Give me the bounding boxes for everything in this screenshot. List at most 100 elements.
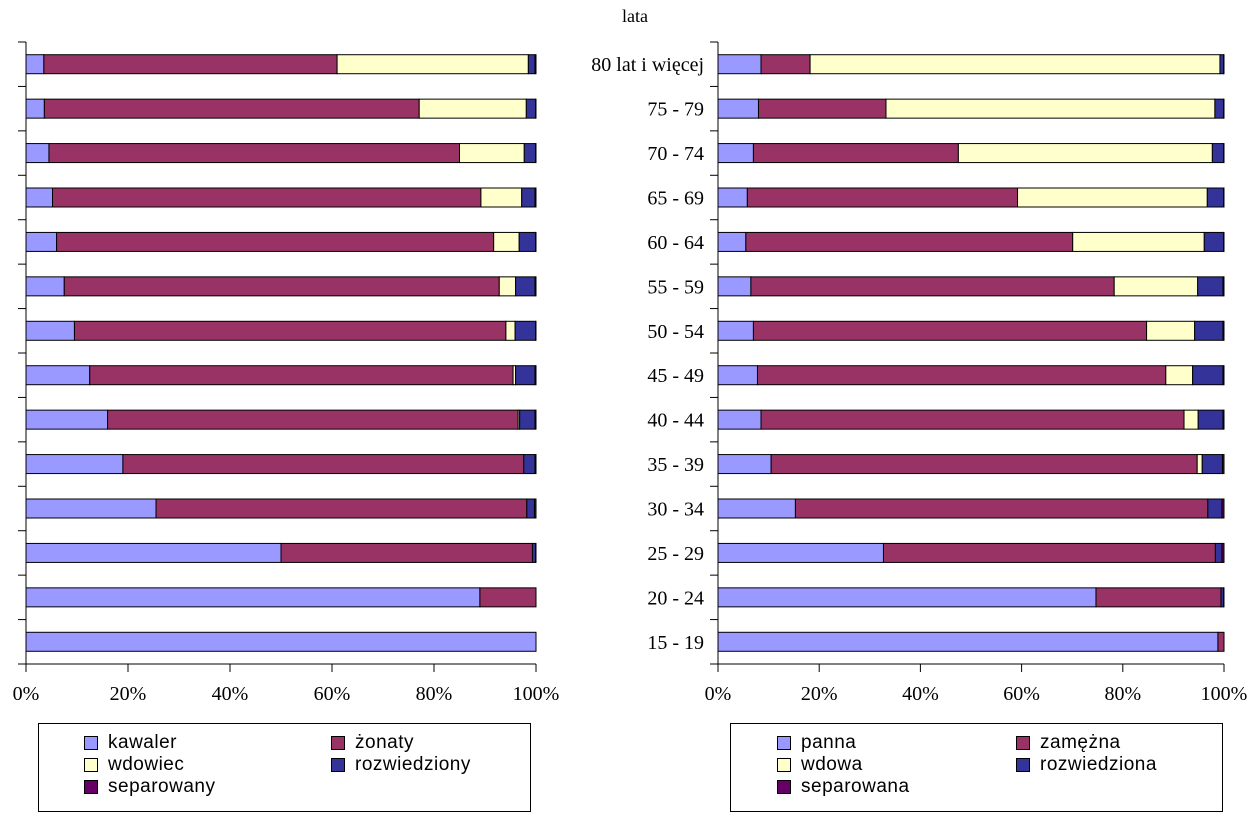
legend-swatch bbox=[777, 736, 791, 750]
category-label: 25 - 29 bbox=[647, 543, 704, 565]
legend-swatch bbox=[84, 780, 98, 794]
bar-segment bbox=[1165, 365, 1194, 386]
bar-segment bbox=[1197, 276, 1224, 297]
bar-segment bbox=[25, 409, 109, 430]
bar-segment bbox=[1146, 320, 1196, 341]
bar-segment bbox=[1222, 54, 1225, 75]
bar-segment bbox=[1222, 276, 1225, 297]
category-label: 30 - 34 bbox=[647, 499, 704, 521]
bar-segment bbox=[534, 365, 537, 386]
bar-segment bbox=[25, 542, 282, 563]
bar-segment bbox=[534, 143, 537, 164]
bar-segment bbox=[717, 143, 754, 164]
legend-label: separowana bbox=[801, 776, 910, 797]
x-tick-label: 80% bbox=[1104, 683, 1141, 705]
bar-segment bbox=[52, 187, 482, 208]
bar-segment bbox=[1207, 498, 1223, 519]
x-tick-label: 40% bbox=[212, 683, 249, 705]
bar-segment bbox=[25, 365, 91, 386]
bar-segment bbox=[757, 98, 887, 119]
bar-segment bbox=[493, 231, 520, 252]
legend-label: rozwiedziony bbox=[355, 754, 471, 775]
bar-segment bbox=[1206, 187, 1224, 208]
bar-segment bbox=[1197, 409, 1224, 430]
x-tick-label: 100% bbox=[1201, 683, 1248, 705]
bar-segment bbox=[809, 54, 1221, 75]
bar-segment bbox=[717, 320, 754, 341]
bar-segment bbox=[1072, 231, 1205, 252]
bar-segment bbox=[717, 365, 758, 386]
legend-swatch bbox=[1016, 758, 1030, 772]
bar-segment bbox=[1222, 98, 1225, 119]
bar-segment bbox=[418, 98, 527, 119]
chart-1: 0% 20% 40% 60% 80% 100% 15 - 19 20 - 24 25 - 29 3… bbox=[591, 6, 1247, 705]
legend-item: kawaler bbox=[84, 732, 177, 754]
bar-segment bbox=[534, 98, 537, 119]
bar-segment bbox=[534, 54, 537, 75]
bar-segment bbox=[534, 187, 537, 208]
bar-segment bbox=[43, 98, 420, 119]
bar-segment bbox=[885, 98, 1216, 119]
legend-swatch bbox=[777, 780, 791, 794]
legend-item: separowana bbox=[777, 776, 910, 798]
legend-item: wdowiec bbox=[84, 754, 184, 776]
bar-segment bbox=[534, 542, 537, 563]
category-label: 40 - 44 bbox=[647, 410, 704, 432]
bar-segment bbox=[1217, 631, 1225, 652]
bar-segment bbox=[882, 542, 1216, 563]
bar-segment bbox=[25, 454, 124, 475]
category-label: 35 - 39 bbox=[647, 454, 704, 476]
bar-segment bbox=[25, 320, 75, 341]
x-tick-label: 60% bbox=[1003, 683, 1040, 705]
legend-swatch bbox=[84, 736, 98, 750]
bar-segment bbox=[717, 454, 772, 475]
legend-item: rozwiedziona bbox=[1016, 754, 1157, 776]
bar-segment bbox=[1222, 365, 1225, 386]
category-label: 65 - 69 bbox=[647, 188, 704, 210]
bar-segment bbox=[1194, 320, 1224, 341]
x-tick-label: 60% bbox=[314, 683, 351, 705]
x-tick-label: 100% bbox=[513, 683, 560, 705]
bar-segment bbox=[505, 320, 516, 341]
bar-segment bbox=[1221, 542, 1225, 563]
category-label: 70 - 74 bbox=[647, 143, 704, 165]
bar-segment bbox=[25, 231, 58, 252]
legend-label: żonaty bbox=[355, 732, 414, 753]
category-label: 20 - 24 bbox=[647, 587, 704, 609]
bar-segment bbox=[523, 143, 536, 164]
x-tick-label: 20% bbox=[801, 683, 838, 705]
legend-label: zamężna bbox=[1040, 732, 1121, 753]
bar-segment bbox=[533, 498, 537, 519]
bar-segment bbox=[752, 143, 959, 164]
bar-segment bbox=[957, 143, 1213, 164]
bar-segment bbox=[480, 187, 523, 208]
bar-segment bbox=[1183, 409, 1199, 430]
bar-segment bbox=[717, 98, 759, 119]
bar-segment bbox=[752, 320, 1148, 341]
bar-segment bbox=[745, 231, 1074, 252]
category-label: 75 - 79 bbox=[647, 99, 704, 121]
bar-segment bbox=[756, 365, 1167, 386]
bar-segment bbox=[717, 587, 1097, 608]
category-label: 15 - 19 bbox=[647, 632, 704, 654]
bar-segment bbox=[1221, 498, 1225, 519]
legend-label: separowany bbox=[108, 776, 216, 797]
bar-segment bbox=[89, 365, 514, 386]
bar-segment bbox=[534, 276, 537, 297]
bar-segment bbox=[515, 276, 536, 297]
bar-segment bbox=[107, 409, 519, 430]
bar-segment bbox=[1113, 276, 1199, 297]
bar-segment bbox=[48, 143, 460, 164]
legend-label: kawaler bbox=[108, 732, 177, 753]
legend-item: żonaty bbox=[331, 732, 414, 754]
bar-segment bbox=[1222, 143, 1225, 164]
bar-segment bbox=[1017, 187, 1208, 208]
legend-label: rozwiedziona bbox=[1040, 754, 1157, 775]
legend-item: rozwiedziony bbox=[331, 754, 471, 776]
bar-segment bbox=[519, 409, 536, 430]
legend-item: panna bbox=[777, 732, 856, 754]
bar-segment bbox=[527, 54, 536, 75]
bar-segment bbox=[534, 409, 537, 430]
bar-segment bbox=[1214, 542, 1223, 563]
